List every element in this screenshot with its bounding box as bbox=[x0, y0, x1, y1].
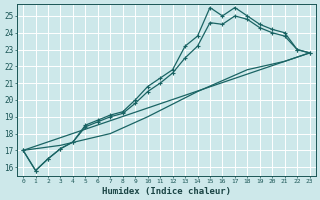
X-axis label: Humidex (Indice chaleur): Humidex (Indice chaleur) bbox=[102, 187, 231, 196]
